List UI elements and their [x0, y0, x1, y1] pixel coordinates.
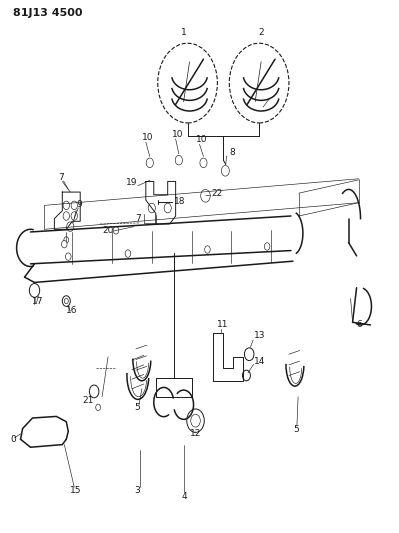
Circle shape	[146, 158, 153, 167]
Circle shape	[125, 250, 131, 257]
Text: 10: 10	[196, 135, 207, 144]
Text: 0: 0	[11, 435, 16, 444]
Text: 20: 20	[102, 227, 113, 236]
Text: 5: 5	[293, 425, 299, 434]
Text: 4: 4	[182, 491, 187, 500]
Circle shape	[264, 243, 270, 250]
Text: 1: 1	[181, 28, 186, 37]
Text: 15: 15	[70, 486, 82, 495]
Circle shape	[200, 158, 207, 167]
Text: 7: 7	[135, 214, 141, 223]
Text: 10: 10	[142, 133, 153, 142]
Circle shape	[67, 222, 74, 231]
Text: 21: 21	[82, 397, 94, 406]
Text: 14: 14	[255, 357, 266, 366]
Text: 16: 16	[66, 306, 78, 315]
Text: 5: 5	[134, 403, 140, 412]
Text: 18: 18	[174, 197, 185, 206]
Text: 19: 19	[126, 178, 137, 187]
Text: 9: 9	[76, 200, 82, 209]
Text: 13: 13	[255, 331, 266, 340]
Circle shape	[61, 240, 67, 248]
Text: 3: 3	[134, 486, 140, 495]
Circle shape	[201, 189, 210, 202]
Text: 6: 6	[357, 320, 362, 329]
Circle shape	[113, 227, 119, 234]
Text: 11: 11	[217, 320, 229, 329]
Circle shape	[175, 156, 182, 165]
Circle shape	[65, 253, 71, 260]
Text: 8: 8	[229, 148, 235, 157]
Text: 7: 7	[58, 173, 64, 182]
Text: 2: 2	[258, 28, 264, 37]
Circle shape	[221, 165, 229, 176]
Text: 17: 17	[32, 296, 43, 305]
Text: 22: 22	[211, 189, 223, 198]
Circle shape	[205, 246, 210, 253]
Text: 10: 10	[172, 130, 183, 139]
Text: 12: 12	[190, 430, 201, 439]
Text: 81J13 4500: 81J13 4500	[13, 7, 82, 18]
